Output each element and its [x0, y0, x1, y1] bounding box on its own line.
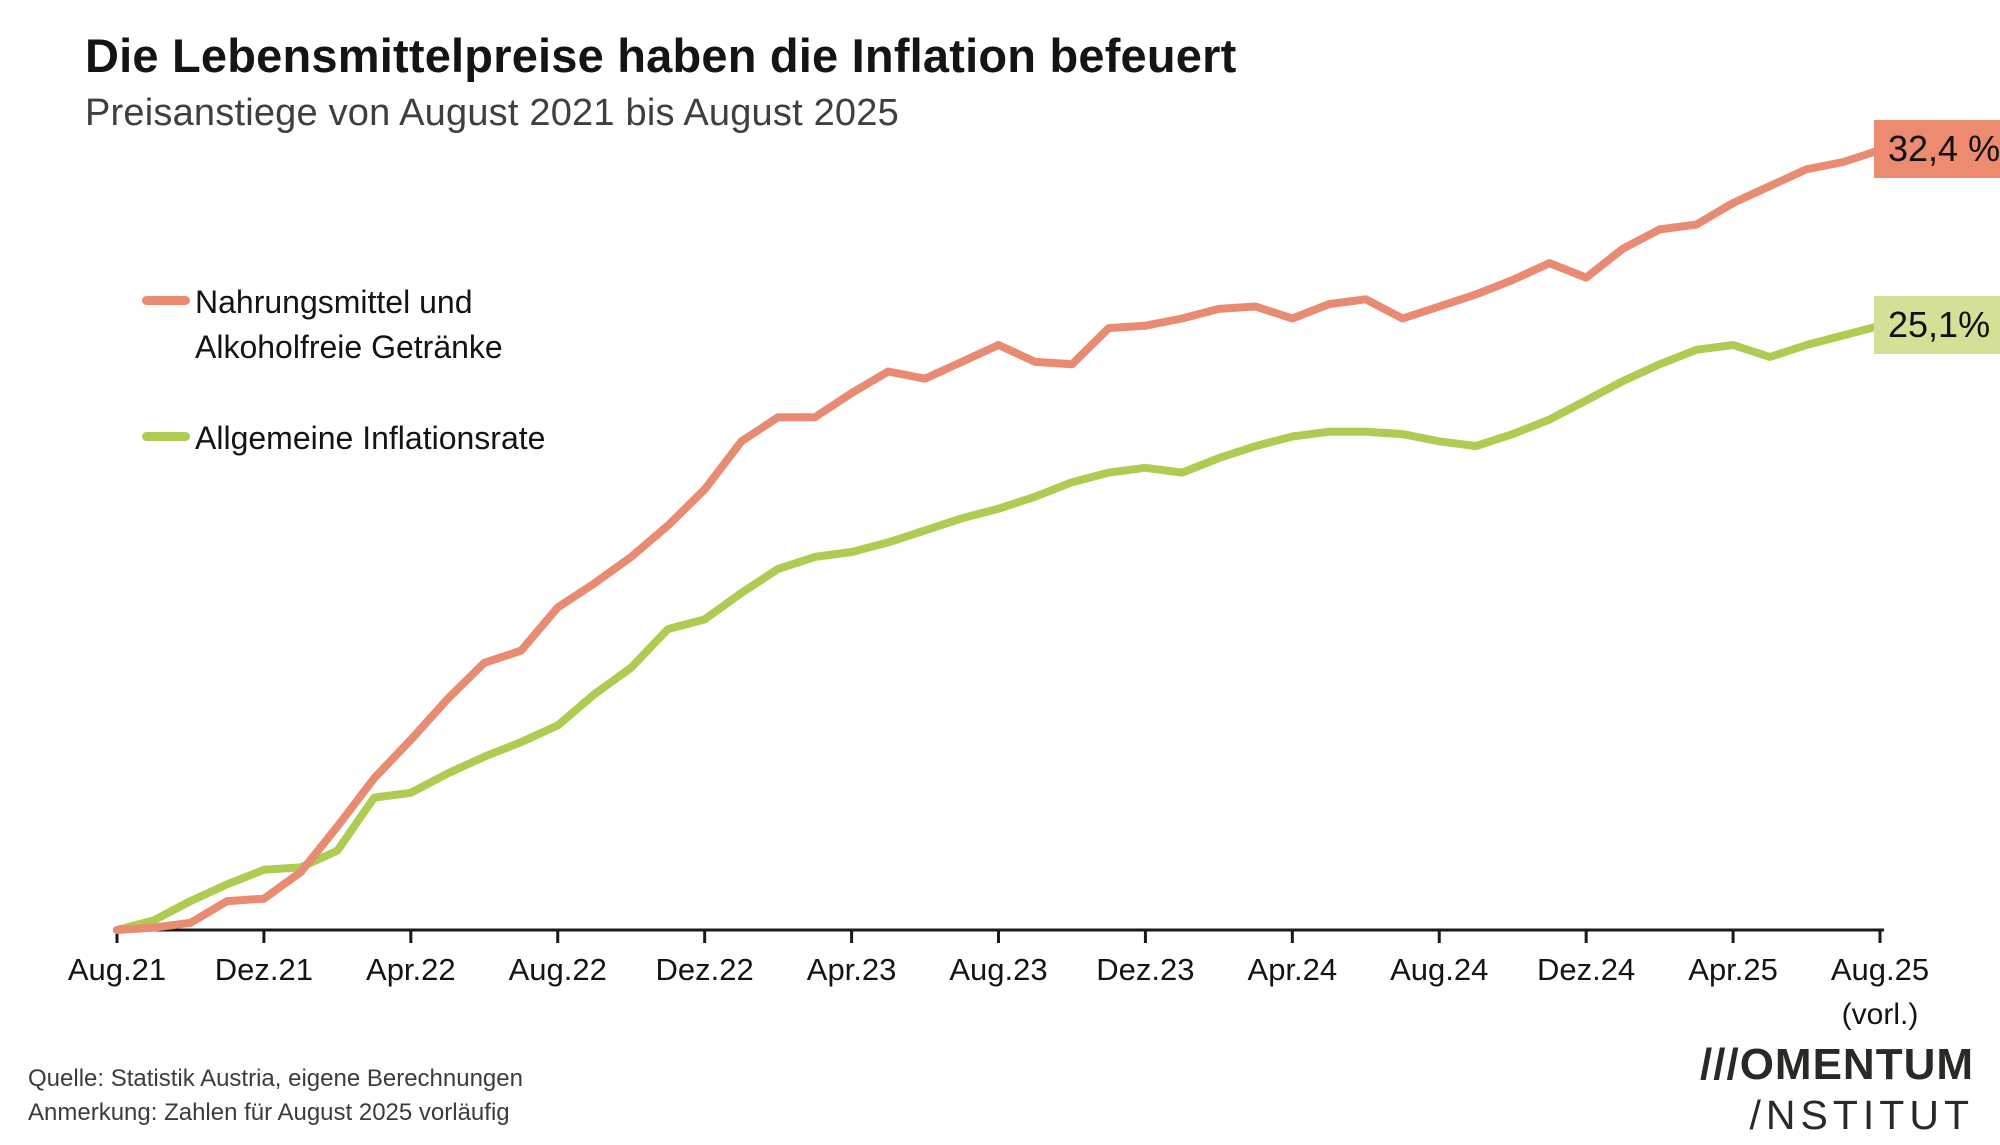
- x-axis: [113, 928, 1884, 943]
- legend-label-inflation-line1: Allgemeine Inflationsrate: [195, 420, 546, 456]
- x-tick-label: Apr.22: [366, 952, 456, 987]
- legend-label-food-line1: Nahrungsmittel und: [195, 284, 473, 320]
- x-tick-label: Dez.23: [1096, 952, 1195, 987]
- page-subtitle: Preisanstiege von August 2021 bis August…: [85, 92, 899, 134]
- general-inflation-line: [113, 321, 1884, 934]
- momentum-institut-logo: ///OMENTUM /NSTITUT: [1700, 1040, 1974, 1139]
- x-tick-label: Dez.22: [655, 952, 754, 987]
- x-tick-label: Aug.23: [949, 952, 1048, 987]
- x-tick-label: Aug.21: [67, 952, 167, 987]
- logo-line-institut: /NSTITUT: [1749, 1092, 1974, 1138]
- legend-item-food: Nahrungsmittel und Alkoholfreie Getränke: [142, 280, 545, 370]
- x-tick-label: Dez.24: [1537, 952, 1636, 987]
- food-end-value-badge: 32,4 %: [1874, 120, 2000, 178]
- x-tick-label: Aug.24: [1390, 952, 1489, 987]
- food-price-line: [113, 146, 1884, 934]
- source-note: Quelle: Statistik Austria, eigene Berech…: [28, 1065, 523, 1092]
- inflation-end-value-badge: 25,1%: [1874, 295, 2000, 354]
- food-line-swatch: [142, 296, 190, 305]
- x-tick-label: Apr.23: [806, 952, 897, 987]
- legend-label-inflation: Allgemeine Inflationsrate: [195, 416, 545, 461]
- footer: Quelle: Statistik Austria, eigene Berech…: [28, 1062, 523, 1130]
- remark-note: Anmerkung: Zahlen für August 2025 vorläu…: [28, 1099, 510, 1126]
- page-title: Die Lebensmittelpreise haben die Inflati…: [85, 29, 1237, 82]
- legend: Nahrungsmittel und Alkoholfreie Getränke…: [142, 280, 545, 507]
- x-tick-label: Aug.22: [508, 952, 607, 987]
- x-tick-label: Apr.24: [1247, 952, 1338, 987]
- x-tick-note: (vorl.): [1841, 998, 1919, 1031]
- x-tick-label: Apr.25: [1688, 952, 1778, 987]
- x-tick-label: Dez.21: [214, 952, 314, 987]
- legend-item-inflation: Allgemeine Inflationsrate: [142, 416, 545, 461]
- x-tick-label: Aug.25: [1830, 952, 1930, 987]
- legend-label-food-line2: Alkoholfreie Getränke: [195, 329, 503, 365]
- legend-label-food: Nahrungsmittel und Alkoholfreie Getränke: [195, 280, 545, 370]
- inflation-line-swatch: [142, 432, 190, 441]
- logo-line-momentum: ///OMENTUM: [1700, 1040, 1974, 1089]
